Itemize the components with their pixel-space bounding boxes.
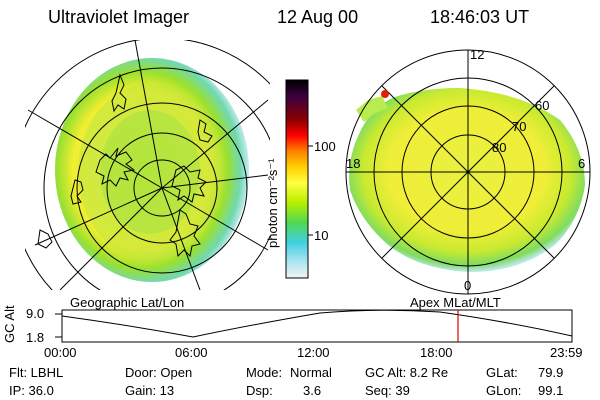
instrument-title: Ultraviolet Imager (48, 7, 190, 27)
polar-image (345, 49, 591, 295)
gc-alt-status: GC Alt: 8.2 Re (365, 365, 449, 380)
emission-arc-fragment (356, 96, 388, 122)
seq-status: Seq: 39 (365, 383, 410, 398)
coastline (37, 73, 213, 258)
colorbar (285, 79, 309, 279)
door-status: Door: Open (125, 365, 193, 380)
polar-grid (345, 49, 591, 295)
altitude-timeline (55, 309, 573, 343)
mode-label: Mode: (246, 365, 283, 380)
mlt-label-0: 0 (464, 278, 472, 293)
timeline-xtick-1200: 12:00 (297, 345, 330, 360)
glat-value: 79.9 (538, 365, 564, 380)
dsp-value: 3.6 (303, 383, 322, 398)
left-panel-caption: Geographic Lat/Lon (70, 295, 185, 310)
mode-value: Normal (290, 365, 332, 380)
timeline-xtick-2359: 23:59 (550, 345, 583, 360)
colorbar-tick-10: 10 (314, 228, 329, 243)
mlat-label-70: 70 (512, 119, 527, 134)
mlt-label-12: 12 (470, 47, 485, 62)
geographic-grid (25, 40, 270, 290)
glon-label: GLon: (486, 383, 522, 398)
right-panel-caption: Apex MLat/MLT (410, 295, 501, 310)
right-emission-region (349, 88, 585, 272)
glat-label: GLat: (486, 365, 518, 380)
mlat-label-60: 60 (535, 98, 550, 113)
dsp-label: Dsp: (246, 383, 273, 398)
mlt-label-18: 18 (346, 156, 361, 171)
timeline-xtick-0000: 00:00 (44, 345, 77, 360)
geographic-image (25, 40, 270, 290)
timeline-xtick-1800: 18:00 (420, 345, 453, 360)
mlt-label-6: 6 (578, 156, 586, 171)
colorbar-tick-100: 100 (314, 139, 336, 154)
timeline-ylabel: GC Alt (2, 305, 17, 343)
timeline-ytick-min: 1.8 (26, 330, 45, 345)
timeline-ytick-max: 9.0 (26, 306, 45, 321)
mlat-label-80: 80 (492, 140, 507, 155)
filter-status: Flt: LBHL (9, 365, 64, 380)
glon-value: 99.1 (538, 383, 564, 398)
hot-spot-marker (381, 90, 389, 98)
date-label: 12 Aug 00 (277, 7, 359, 27)
ip-status: IP: 36.0 (9, 383, 54, 398)
colorbar-unit-label: photon cm⁻²s⁻¹ (265, 158, 280, 248)
gain-status: Gain: 13 (125, 383, 175, 398)
time-label: 18:46:03 UT (430, 7, 530, 27)
altitude-curve (61, 309, 573, 338)
timeline-xtick-0600: 06:00 (175, 345, 208, 360)
